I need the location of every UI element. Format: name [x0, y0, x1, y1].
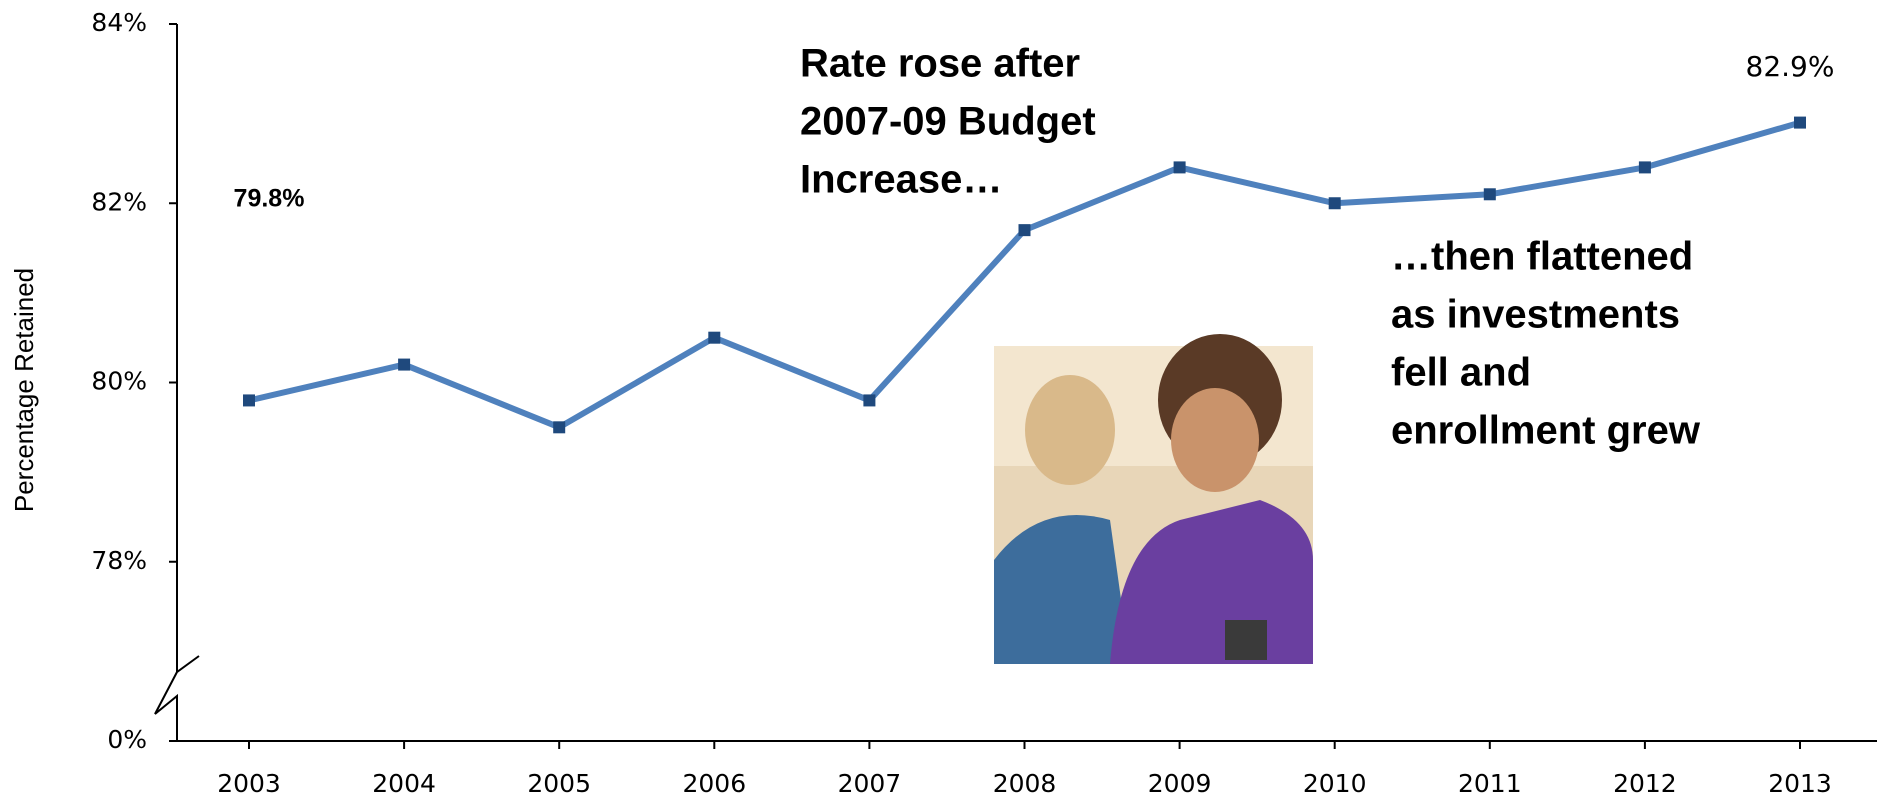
data-point — [1018, 224, 1031, 237]
data-point — [398, 358, 411, 371]
x-tick-label: 2008 — [993, 769, 1057, 798]
data-point — [863, 394, 876, 407]
annotation: enrollment grew — [1391, 409, 1701, 453]
x-tick-label: 2003 — [217, 769, 281, 798]
data-point — [1483, 188, 1496, 201]
annotation: …then flattened — [1391, 235, 1693, 279]
data-point — [708, 331, 721, 344]
x-tick-label: 2013 — [1768, 769, 1832, 798]
value-label: 79.8% — [234, 185, 305, 213]
axis-line — [154, 24, 1877, 742]
x-tick-label: 2011 — [1458, 769, 1522, 798]
x-tick-label: 2012 — [1613, 769, 1677, 798]
y-tick-label: 82% — [91, 187, 147, 216]
x-tick-label: 2005 — [527, 769, 591, 798]
annotation: as investments — [1391, 293, 1680, 337]
y-tick-label: 78% — [91, 546, 147, 575]
data-point — [553, 421, 566, 434]
data-point — [1794, 116, 1806, 129]
data-point — [1638, 161, 1651, 174]
x-tick-label: 2007 — [838, 769, 902, 798]
x-tick-label: 2004 — [372, 769, 436, 798]
x-tick-label: 2010 — [1303, 769, 1367, 798]
y-tick-label: 84% — [91, 8, 147, 37]
y-axis-label: Percentage Retained — [9, 268, 39, 512]
value-label: 82.9% — [1746, 50, 1835, 83]
data-point — [1328, 197, 1341, 210]
y-tick-label: 80% — [91, 367, 147, 396]
annotation: 2007-09 Budget — [800, 100, 1096, 144]
x-tick-label: 2009 — [1148, 769, 1212, 798]
data-point — [243, 394, 255, 407]
y-tick-label: 0% — [107, 725, 147, 754]
data-point — [1173, 161, 1186, 174]
annotation: Rate rose after — [800, 42, 1080, 86]
annotation: Increase… — [800, 158, 1002, 202]
photo — [994, 334, 1313, 664]
x-tick-label: 2006 — [682, 769, 746, 798]
annotation: fell and — [1391, 351, 1531, 395]
